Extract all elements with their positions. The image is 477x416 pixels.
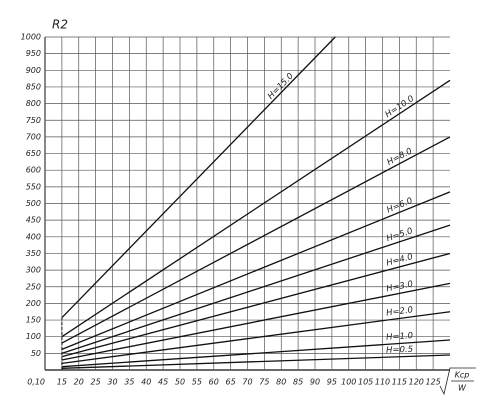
y-tick-label: 200 <box>26 299 41 308</box>
y-tick-label: 650 <box>26 149 41 158</box>
x-tick-label: 95 <box>327 378 337 387</box>
y-tick-label: 350 <box>26 249 41 258</box>
x-tick-label: 50 <box>175 378 185 387</box>
x-axis-label-numerator: Kcp <box>455 371 470 380</box>
x-tick-label: 90 <box>310 378 320 387</box>
series-line <box>61 136 451 344</box>
x-tick-label: 30 <box>107 378 117 387</box>
x-tick-label: 110 <box>375 378 390 387</box>
x-tick-label: 115 <box>392 378 407 387</box>
y-tick-label: 250 <box>26 282 41 291</box>
y-tick-label: 400 <box>26 232 41 241</box>
x-tick-label: 65 <box>226 378 236 387</box>
x-tick-label: 70 <box>242 378 252 387</box>
series-line <box>61 191 451 350</box>
y-tick-label: 850 <box>26 82 41 91</box>
y-axis-label: R2 <box>52 18 68 32</box>
series-label: H=8.0 <box>385 146 414 168</box>
sqrt-sign <box>439 367 476 396</box>
y-tick-label: 750 <box>26 116 41 125</box>
x-tick-label: 85 <box>293 378 303 387</box>
series-line <box>61 282 451 361</box>
x-tick-label: 75 <box>259 378 269 387</box>
x-tick-label: 80 <box>276 378 286 387</box>
x-tick-label: 40 <box>141 378 151 387</box>
series-line <box>61 354 451 369</box>
x-tick-label: 100 <box>341 378 356 387</box>
y-tick-label: 800 <box>26 99 41 108</box>
y-tick-label: 500 <box>26 199 41 208</box>
series-line <box>61 36 336 319</box>
x-tick-label: 0,10 <box>27 378 45 387</box>
y-tick-label: 600 <box>26 166 41 175</box>
y-tick-label: 300 <box>26 266 41 275</box>
series-line <box>61 79 451 338</box>
series-label: H=10.0 <box>384 94 417 120</box>
series-line <box>61 224 451 354</box>
y-tick-label: 950 <box>26 49 41 58</box>
y-tick-label: 450 <box>26 216 41 225</box>
series-label: H=1.0 <box>386 331 414 343</box>
x-tick-label: 60 <box>209 378 219 387</box>
series-line <box>61 339 451 368</box>
x-tick-label: 55 <box>192 378 202 387</box>
x-tick-label: 35 <box>124 378 134 387</box>
y-tick-label: 50 <box>31 349 41 358</box>
x-tick-label: 20 <box>74 378 84 387</box>
y-tick-label: 100 <box>26 332 41 341</box>
x-tick-label: 15 <box>57 378 67 387</box>
series-line <box>61 311 451 364</box>
x-tick-label: 105 <box>358 378 373 387</box>
y-tick-label: 1000 <box>21 33 41 42</box>
y-tick-label: 550 <box>26 182 41 191</box>
x-tick-label: 125 <box>425 378 440 387</box>
x-tick-label: 120 <box>409 378 424 387</box>
x-tick-label: 25 <box>91 378 101 387</box>
series-label: H=0.5 <box>386 345 413 356</box>
y-tick-label: 150 <box>26 316 41 325</box>
x-tick-label: 45 <box>158 378 168 387</box>
x-axis-label-denominator: W <box>458 384 467 393</box>
series-line <box>61 252 451 358</box>
y-tick-label: 700 <box>26 132 41 141</box>
y-tick-label: 900 <box>26 66 41 75</box>
series-label: H=2.0 <box>386 305 414 318</box>
